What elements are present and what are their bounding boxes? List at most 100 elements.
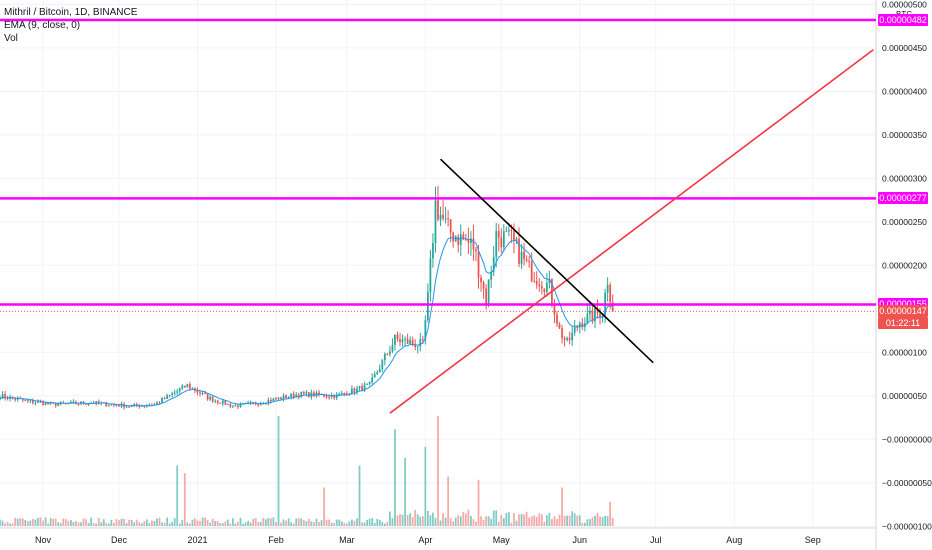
candle-body — [120, 403, 123, 407]
volume-bar — [302, 520, 305, 526]
time-axis-tick-label: May — [493, 535, 511, 545]
trendline-support[interactable] — [389, 48, 874, 414]
candle-body — [439, 214, 442, 220]
volume-bar — [328, 519, 331, 526]
volume-bar — [135, 519, 138, 526]
volume-bar — [242, 523, 244, 526]
candle-body — [351, 388, 353, 394]
volume-bar — [47, 523, 49, 526]
volume-bar — [381, 521, 384, 526]
candle-body — [363, 384, 366, 391]
candle-body — [297, 394, 300, 397]
volume-bar — [568, 515, 571, 526]
candle-body — [158, 402, 161, 404]
candle-body — [520, 251, 523, 264]
volume-bar — [272, 517, 275, 526]
candle-body — [330, 395, 333, 397]
candle-body — [54, 403, 57, 406]
candle-body — [168, 394, 171, 396]
trendline-resistance[interactable] — [439, 158, 654, 364]
candle-body — [272, 398, 275, 402]
volume-bar — [125, 523, 128, 526]
candle-body — [508, 229, 510, 232]
volume-bar — [204, 517, 206, 526]
candle-body — [214, 400, 217, 402]
price-axis-tick-label: −0.00000000 — [882, 434, 932, 444]
candle-body — [44, 402, 47, 406]
candle-body — [545, 282, 548, 292]
volume-bar — [57, 522, 60, 526]
volume-bar — [583, 522, 586, 526]
ema-legend[interactable]: EMA (9, close, 0) — [4, 20, 81, 31]
volume-bar — [176, 465, 179, 526]
candle-body — [518, 238, 520, 264]
volume-bar — [173, 518, 176, 526]
volume-bar — [449, 518, 452, 526]
volume-bar — [439, 520, 442, 526]
candle-body — [24, 400, 27, 402]
volume-bar — [194, 518, 196, 526]
volume-bar — [211, 519, 214, 526]
candle-body — [528, 260, 531, 262]
candle-body — [4, 394, 6, 398]
volume-bar — [361, 522, 363, 526]
volume-bar — [237, 521, 239, 526]
volume-bar — [42, 520, 44, 526]
volume-legend[interactable]: Vol — [4, 33, 18, 44]
candle-body — [581, 323, 584, 327]
price-axis-tick-label: 0.00000250 — [882, 217, 927, 227]
volume-bar — [14, 517, 17, 526]
volume-bar — [92, 522, 95, 526]
candle-body — [505, 231, 508, 233]
volume-bar — [490, 518, 493, 526]
candle-body — [558, 323, 561, 329]
volume-bar — [545, 515, 548, 526]
volume-bar — [264, 519, 267, 526]
volume-bar — [105, 523, 108, 526]
candle-body — [47, 402, 49, 404]
volume-bar — [434, 517, 437, 526]
volume-bar — [599, 516, 601, 526]
volume-bar — [221, 523, 224, 526]
volume-bar — [394, 429, 396, 526]
volume-bar — [589, 519, 591, 526]
level-price-tag-top[interactable]: 0.00000482 — [878, 14, 928, 26]
symbol-title[interactable]: Mithril / Bitcoin, 1D, BINANCE — [4, 7, 138, 18]
volume-bar — [437, 416, 439, 526]
candle-body — [543, 288, 546, 292]
volume-bar — [553, 516, 556, 526]
volume-bar — [161, 522, 163, 526]
volume-bar — [59, 523, 62, 526]
volume-bar — [188, 523, 191, 526]
candle-body — [305, 392, 308, 394]
candle-body — [49, 402, 52, 404]
candle-body — [229, 403, 232, 407]
volume-bar — [318, 522, 320, 526]
volume-bar — [16, 518, 19, 526]
volume-bar — [239, 517, 242, 526]
level-price-tag-mid[interactable]: 0.00000277 — [878, 192, 928, 205]
volume-bar — [259, 521, 262, 526]
volume-bar — [52, 518, 55, 526]
volume-bar — [464, 513, 467, 526]
candle-body — [64, 403, 67, 405]
candle-body — [292, 393, 295, 398]
volume-bar — [611, 517, 614, 526]
volume-bar — [257, 521, 260, 526]
volume-bar — [416, 514, 419, 526]
volume-bar — [39, 517, 42, 526]
volume-bar — [262, 517, 265, 526]
volume-bar — [90, 517, 93, 526]
candle-body — [477, 251, 480, 278]
volume-bar — [24, 520, 27, 526]
candle-body — [386, 353, 389, 355]
volume-bar — [148, 523, 151, 526]
candle-body — [123, 403, 125, 408]
candle-body — [457, 236, 460, 245]
volume-bar — [426, 510, 429, 526]
candle-body — [409, 339, 412, 344]
volume-bar — [292, 523, 295, 526]
candle-body — [171, 393, 174, 395]
